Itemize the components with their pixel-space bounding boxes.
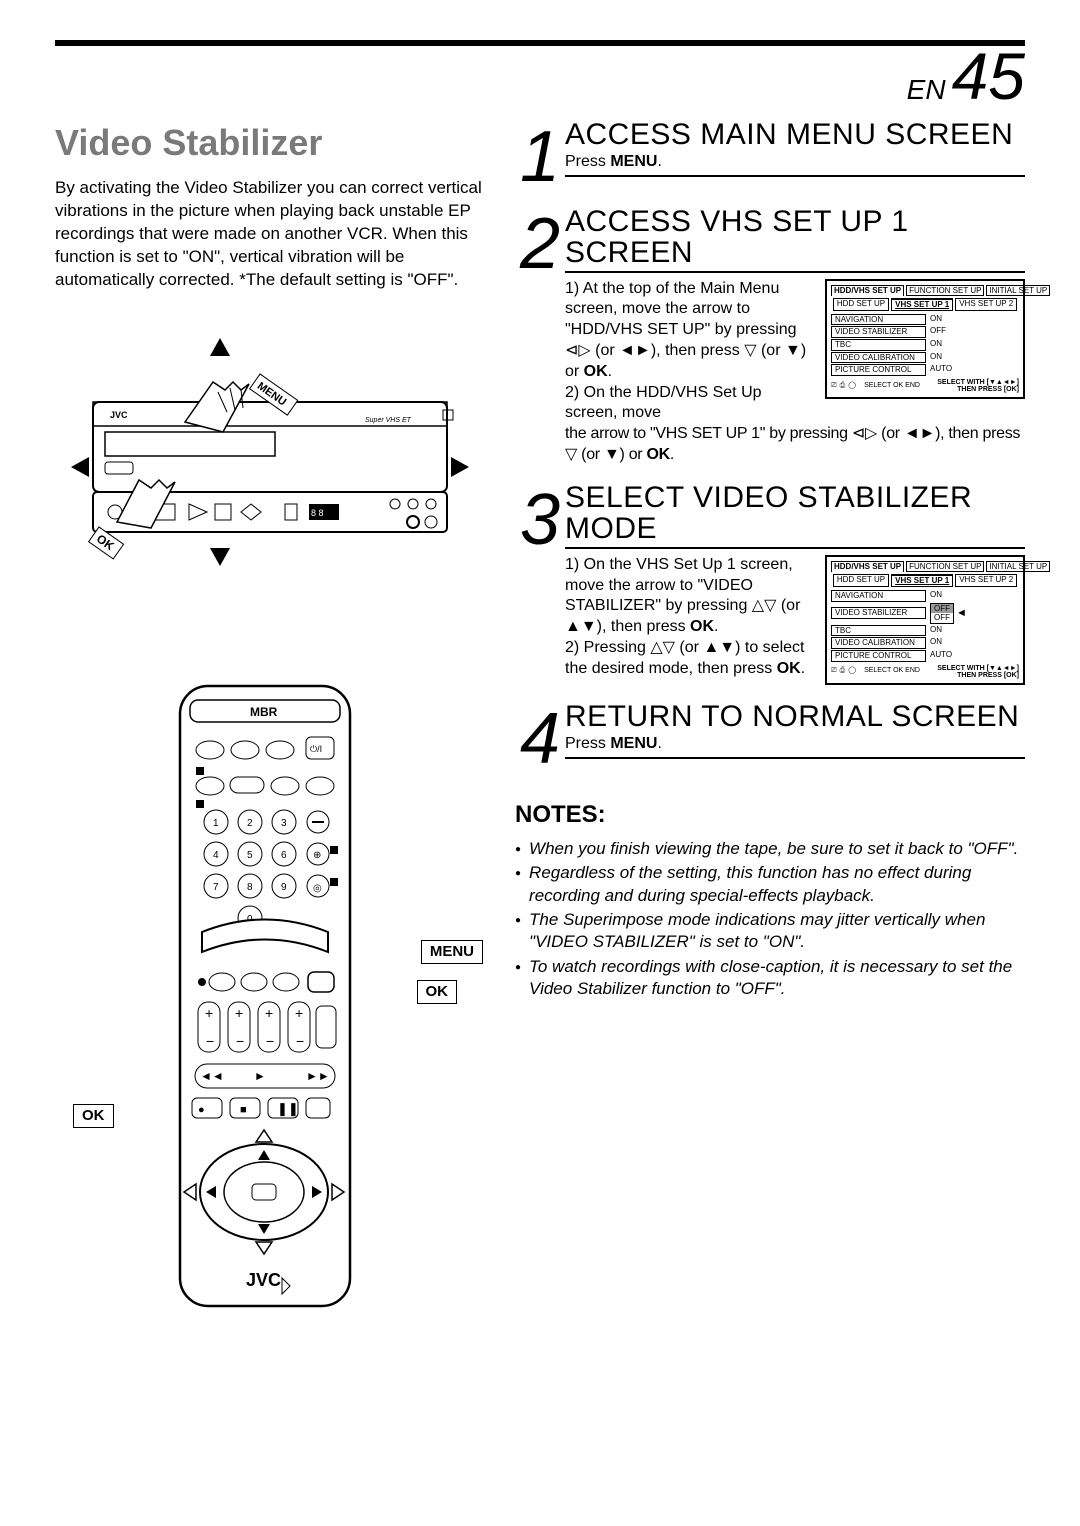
svg-text:Super VHS ET: Super VHS ET [365,417,412,424]
svg-text:6: 6 [281,850,287,861]
step-title: ACCESS MAIN MENU SCREEN [565,119,1025,151]
svg-text:+: + [295,1005,303,1021]
notes-item: Regardless of the setting, this function… [515,862,1025,907]
svg-text:−: − [266,1033,274,1049]
svg-text:●: ● [198,1104,205,1116]
page-title: Video Stabilizer [55,119,485,168]
step-title: ACCESS VHS SET UP 1 SCREEN [565,206,1025,269]
svg-text:+: + [205,1005,213,1021]
remote-ok-right-label: OK [417,980,458,1004]
svg-text:◄◄: ◄◄ [200,1069,224,1083]
step-text-cont: the arrow to "VHS SET UP 1" by pressing … [565,424,1025,466]
step-text: Press MENU. [565,152,1025,173]
svg-text:8 8: 8 8 [311,508,324,518]
svg-text:JVC: JVC [246,1270,281,1290]
notes-list: When you finish viewing the tape, be sur… [515,838,1025,1001]
svg-text:4: 4 [213,850,219,861]
step: 2ACCESS VHS SET UP 1 SCREEN 1) At the top… [515,206,1025,466]
step-number: 2 [515,212,565,277]
remote-illustration: MBR ⏻/I 1 2 3 4 5 [55,682,485,1322]
notes-item: To watch recordings with close-caption, … [515,956,1025,1001]
svg-text:2: 2 [247,818,253,829]
notes-heading: NOTES: [515,799,1025,831]
page-num: 45 [952,39,1025,113]
svg-text:9: 9 [281,882,287,893]
osd-screen: HDD/VHS SET UPFUNCTION SET UPINITIAL SET… [825,555,1025,685]
step: 4RETURN TO NORMAL SCREENPress MENU. [515,701,1025,772]
osd-screen: HDD/VHS SET UPFUNCTION SET UPINITIAL SET… [825,279,1025,399]
svg-text:3: 3 [281,818,287,829]
page-number: EN45 [55,50,1025,109]
remote-menu-label: MENU [421,940,483,964]
svg-text:−: − [296,1033,304,1049]
step-number: 4 [515,707,565,772]
step-text: 1) On the VHS Set Up 1 screen, move the … [565,555,815,680]
step-number: 3 [515,488,565,553]
remote-ok-left-label: OK [73,1104,114,1128]
step: 1ACCESS MAIN MENU SCREENPress MENU. [515,119,1025,190]
step-text: 1) At the top of the Main Menu screen, m… [565,279,815,425]
svg-text:■: ■ [240,1104,247,1116]
step-title: RETURN TO NORMAL SCREEN [565,701,1025,733]
svg-text:⊕: ⊕ [313,850,321,861]
svg-text:5: 5 [247,850,253,861]
step-title: SELECT VIDEO STABILIZER MODE [565,482,1025,545]
vcr-illustration: JVC Super VHS ET 8 8 [55,332,485,572]
svg-text:⏻/I: ⏻/I [310,744,322,754]
notes-item: The Superimpose mode indications may jit… [515,909,1025,954]
svg-text:►: ► [254,1069,266,1083]
notes-item: When you finish viewing the tape, be sur… [515,838,1025,860]
step-text: Press MENU. [565,734,1025,755]
svg-text:−: − [236,1033,244,1049]
svg-text:◎: ◎ [313,883,322,894]
top-rule [55,40,1025,46]
svg-text:+: + [235,1005,243,1021]
step-number: 1 [515,125,565,190]
svg-text:JVC: JVC [110,410,128,420]
svg-text:7: 7 [213,882,219,893]
intro-paragraph: By activating the Video Stabilizer you c… [55,177,485,292]
svg-text:8: 8 [247,882,253,893]
svg-text:1: 1 [213,818,219,829]
svg-text:+: + [265,1005,273,1021]
svg-text:►►: ►► [306,1069,330,1083]
page-lang: EN [907,74,946,105]
step: 3SELECT VIDEO STABILIZER MODE 1) On the V… [515,482,1025,685]
svg-text:−: − [206,1033,214,1049]
svg-text:❚❚: ❚❚ [277,1101,299,1117]
svg-text:MBR: MBR [250,705,278,719]
